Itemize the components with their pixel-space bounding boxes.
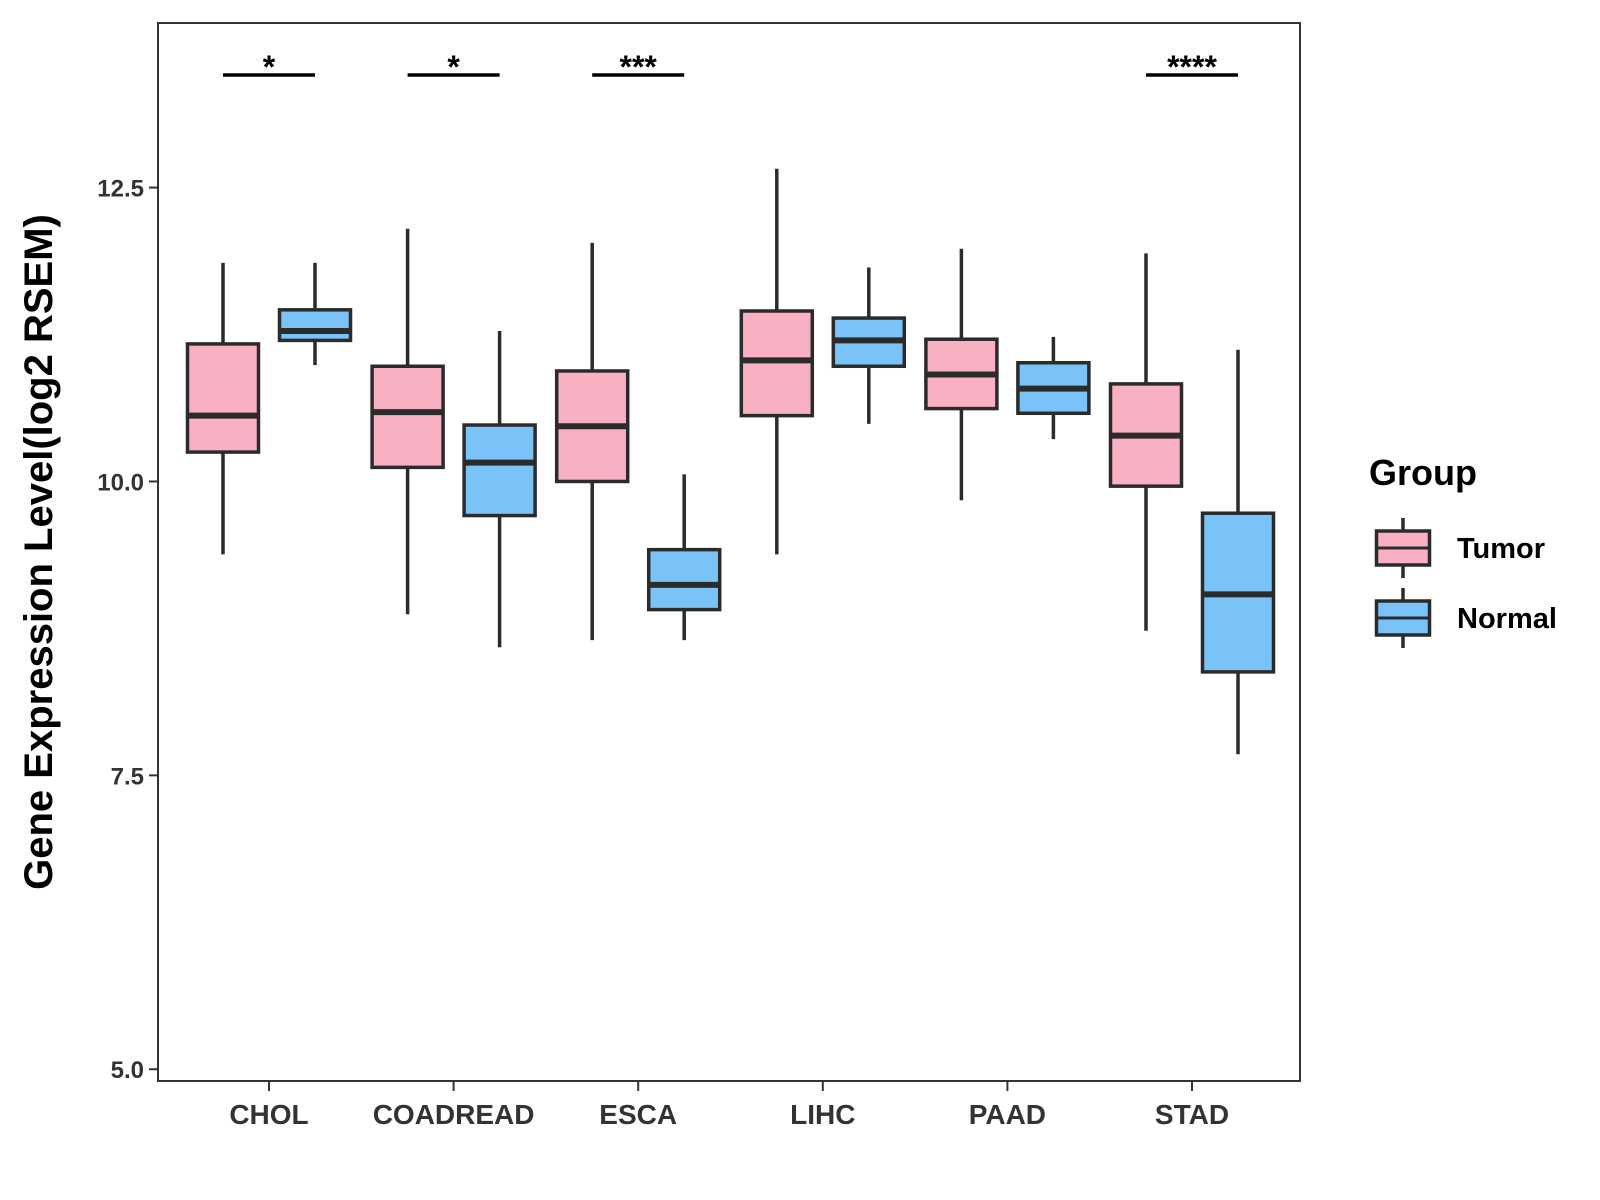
significance-label: *** [620,49,658,85]
box-iqr [185,342,261,454]
box-normal-paad [1016,336,1091,440]
box-normal-lihc [831,267,907,424]
legend: Group Tumor Normal [1369,452,1557,648]
x-tick-label: PAAD [969,1099,1046,1130]
legend-item-normal: Normal [1374,588,1557,648]
box-tumor-coadread [370,228,445,615]
box-normal-chol [277,262,353,366]
box-tumor-stad [1108,253,1184,631]
box-tumor-paad [924,248,999,501]
legend-title: Group [1369,452,1477,493]
box-normal-stad [1200,349,1276,755]
box-normal-esca [646,474,722,641]
legend-label: Normal [1457,603,1557,635]
box-tumor-lihc [739,168,815,555]
box-tumor-chol [185,262,261,555]
x-tick-label: ESCA [599,1099,677,1130]
box-normal-coadread [462,330,537,648]
y-tick-label: 10.0 [97,469,144,496]
y-axis-title: Gene Expression Level(log2 RSEM) [17,214,61,890]
x-tick-label: LIHC [790,1099,855,1130]
x-tick-label: COADREAD [373,1099,535,1130]
box-iqr [462,423,537,518]
box-iqr [646,547,722,612]
y-tick-label: 12.5 [97,176,144,203]
legend-item-tumor: Tumor [1374,518,1545,578]
significance-label: **** [1167,49,1217,85]
x-tick-label: STAD [1155,1099,1229,1130]
y-tick-label: 5.0 [111,1057,144,1084]
legend-label: Tumor [1457,533,1545,565]
significance-label: * [263,49,276,85]
significance-label: * [447,49,460,85]
box-tumor-esca [554,242,630,641]
box-iqr [277,308,353,343]
box-iqr [370,364,445,470]
plot-area: 5.0 7.5 10.0 12.5 CHOL COADREAD ESCA LIHC PAAD ST… [97,49,1276,1130]
y-tick-label: 7.5 [111,763,144,790]
x-tick-label: CHOL [229,1099,308,1130]
plot-panel-border [157,22,1301,1082]
